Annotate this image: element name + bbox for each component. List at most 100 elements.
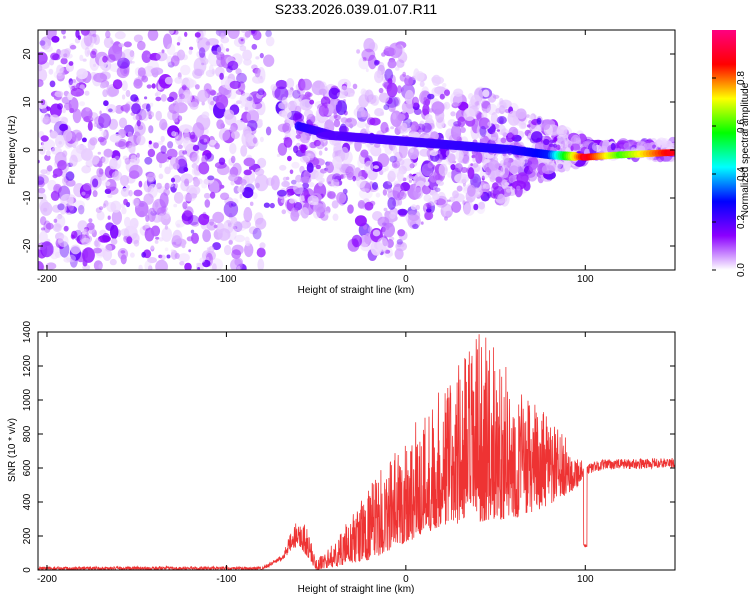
spectrogram-cell [164, 166, 171, 175]
figure-title: S233.2026.039.01.07.R11 [275, 1, 438, 17]
y-tick-label: 400 [22, 493, 33, 510]
spectrogram-cell [167, 141, 174, 149]
spectrogram-cell [197, 89, 209, 103]
spectrogram-cell [144, 260, 152, 270]
spectrogram-cell [570, 143, 581, 151]
spectrogram-cell [392, 112, 397, 120]
spectrogram-cell [286, 188, 296, 196]
spectrogram-cell [39, 199, 49, 213]
spectrogram-cell [172, 229, 183, 245]
spectrogram-cell [397, 229, 406, 237]
spectrogram-cell [352, 83, 358, 90]
spectrogram-cell [500, 137, 507, 144]
colorbar-tick-label: 0.4 [736, 167, 747, 181]
y-tick-label: -20 [22, 238, 33, 253]
spectrogram-cell [146, 84, 152, 89]
spectrogram-cell [103, 148, 113, 158]
spectrogram-cell [447, 171, 452, 178]
spectrogram-cell [473, 203, 479, 211]
spectrogram-cell [52, 204, 62, 213]
spectrogram-cell [155, 96, 162, 102]
spectrogram-cell [47, 179, 57, 192]
spectrogram-cell [451, 201, 462, 213]
spectrogram-cell [235, 89, 244, 95]
spectrogram-cell [249, 201, 254, 206]
colorbar-tick-label: 0.8 [736, 71, 747, 85]
spectrogram-cell [527, 124, 531, 128]
spectrogram-cell [155, 259, 168, 270]
spectrogram-cell [321, 142, 326, 147]
spectrogram-cell [57, 203, 65, 211]
spectrogram-cell [479, 125, 487, 137]
spectrogram-cell [421, 125, 433, 135]
spectrogram-cell [110, 200, 122, 213]
spectrogram-cell [40, 216, 47, 226]
spectrogram-cell [209, 90, 217, 96]
spectrogram-cell [38, 51, 48, 65]
spectrogram-cell [85, 107, 91, 112]
spectrogram-cell [184, 31, 188, 37]
spectrogram-cell [292, 112, 305, 123]
spectrogram-cell [137, 67, 146, 77]
spectrogram-cell [101, 130, 107, 137]
spectrogram-cell [194, 32, 201, 38]
spectrogram-cell [121, 80, 128, 91]
spectrogram-cell [68, 61, 74, 66]
spectrogram-cell [244, 97, 250, 103]
spectrogram-cell [201, 101, 205, 106]
spectrogram-cell [397, 113, 406, 122]
spectrogram-cell [132, 198, 140, 207]
colorbar-tick-label: 0.0 [736, 263, 747, 277]
spectrogram-cell [103, 36, 114, 49]
spectrogram-cell [164, 182, 170, 190]
spectrogram-cell [368, 54, 377, 70]
spectrogram-cell [381, 167, 387, 173]
spectrogram-cell [241, 130, 253, 147]
spectrogram-cell [38, 176, 45, 185]
spectrogram-cell [434, 187, 441, 192]
spectrogram-cell [396, 170, 404, 182]
spectrogram-cell [63, 225, 69, 232]
spectrogram-cell [243, 58, 252, 66]
spectrogram-cell [381, 52, 386, 57]
spectrogram-cell [467, 167, 475, 180]
spectrogram-cell [270, 175, 280, 191]
spectrogram-cell [496, 116, 507, 125]
spectrogram-cell [65, 171, 75, 181]
spectrogram-cell [285, 176, 290, 181]
spectrogram-cell [168, 183, 174, 188]
spectrogram-cell [390, 108, 396, 112]
spectrogram-cell [440, 203, 451, 212]
spectrogram-cell [318, 180, 323, 187]
spectrogram-cell [283, 181, 289, 187]
spectrogram-cell [229, 80, 241, 90]
spectrogram-cell [375, 192, 381, 198]
spectrogram-cell [378, 87, 384, 94]
spectrogram-cell [39, 230, 48, 244]
spectrogram-cell [307, 195, 319, 206]
spectrogram-cell [245, 183, 255, 192]
spectrogram-cell [129, 144, 136, 155]
spectrogram-cell [53, 70, 65, 80]
spectrogram-cell [84, 47, 91, 57]
spectrogram-cell [230, 155, 236, 164]
spectrogram-cell [131, 103, 141, 115]
spectrogram-cell [79, 101, 85, 107]
spectrogram-cell [313, 139, 321, 147]
spectrogram-cell [128, 189, 133, 197]
spectrogram-cell [144, 156, 153, 165]
spectrogram-cell [215, 94, 229, 110]
spectrogram-cell [385, 165, 389, 172]
spectrogram-cell [48, 68, 54, 75]
spectrogram-cell [223, 109, 235, 120]
spectrogram-cell [152, 207, 161, 214]
spectrogram-cell [500, 165, 510, 179]
spectrogram-cell [490, 112, 498, 125]
snr-y-label: SNR (10 * v/v) [7, 418, 18, 482]
spectrogram-cell [504, 108, 510, 114]
spectrogram-cell [207, 175, 215, 181]
spectrogram-cell [93, 72, 108, 83]
spectrogram-cell [286, 78, 295, 89]
spectrogram-cell [252, 137, 258, 144]
x-tick-label: -100 [216, 274, 236, 285]
